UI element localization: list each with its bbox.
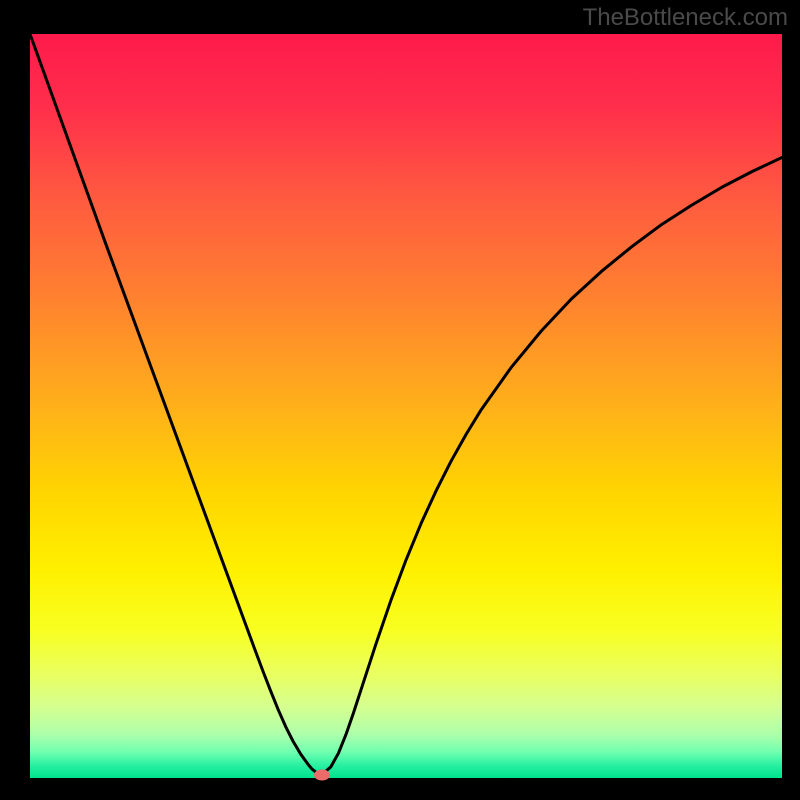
- watermark-text: TheBottleneck.com: [583, 4, 788, 32]
- chart-frame: TheBottleneck.com: [0, 0, 800, 800]
- plot-gradient-background: [30, 34, 782, 778]
- plot-area: [30, 34, 782, 778]
- optimal-point-marker: [314, 770, 330, 781]
